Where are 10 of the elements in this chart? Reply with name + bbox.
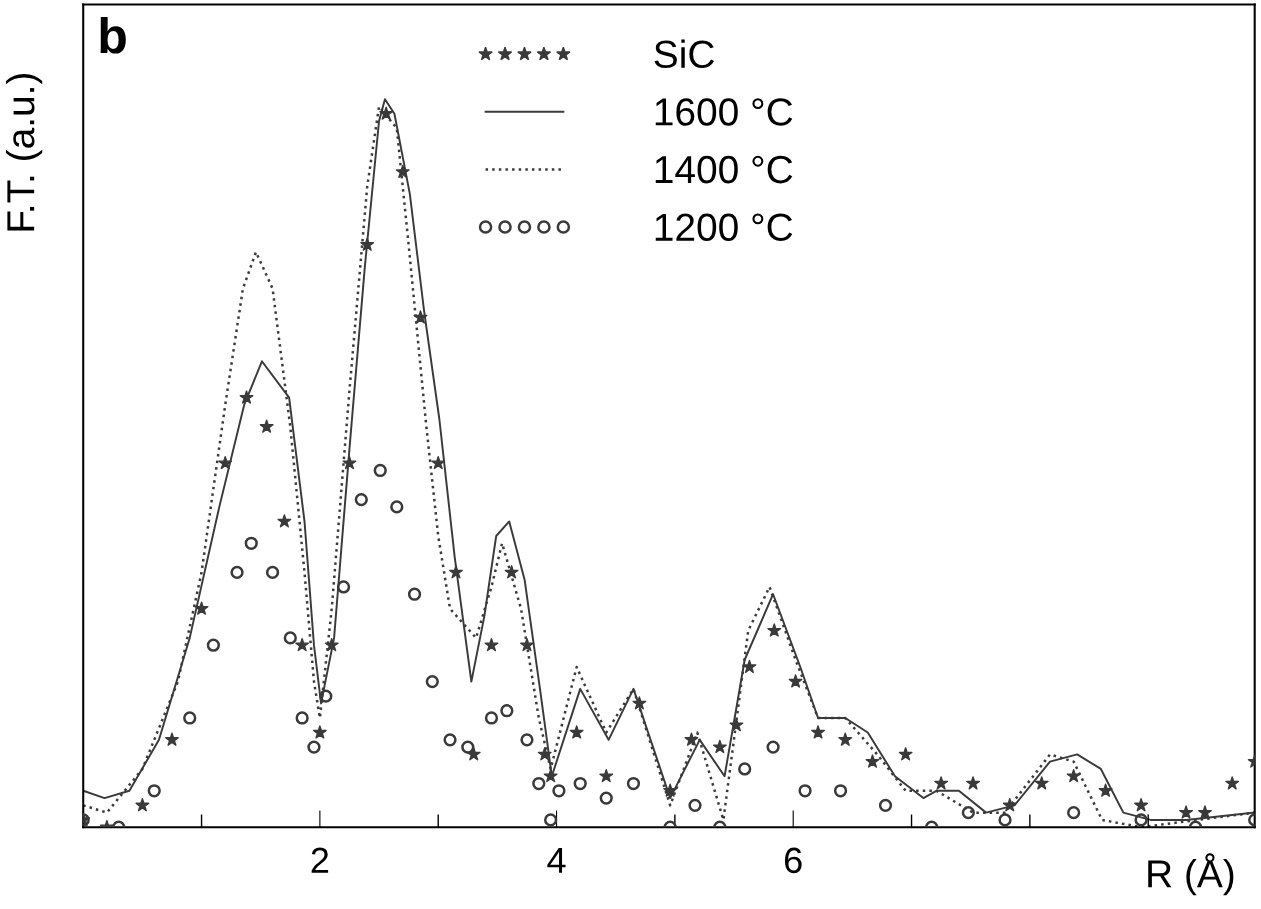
x-axis-title: R (Å) xyxy=(1148,853,1234,896)
x-tick-label: 4 xyxy=(547,847,566,873)
legend-label: 1600 °C xyxy=(655,98,793,126)
legend-label: 1400 °C xyxy=(655,155,793,184)
x-tick-label: 2 xyxy=(311,847,329,873)
text: b xyxy=(100,16,126,54)
legend-label: 1200 °C xyxy=(655,213,793,242)
x-tick-label: 6 xyxy=(785,847,802,874)
legend-label: SiC xyxy=(654,39,714,69)
y-axis-title: F.T. (a.u.) xyxy=(5,74,43,231)
